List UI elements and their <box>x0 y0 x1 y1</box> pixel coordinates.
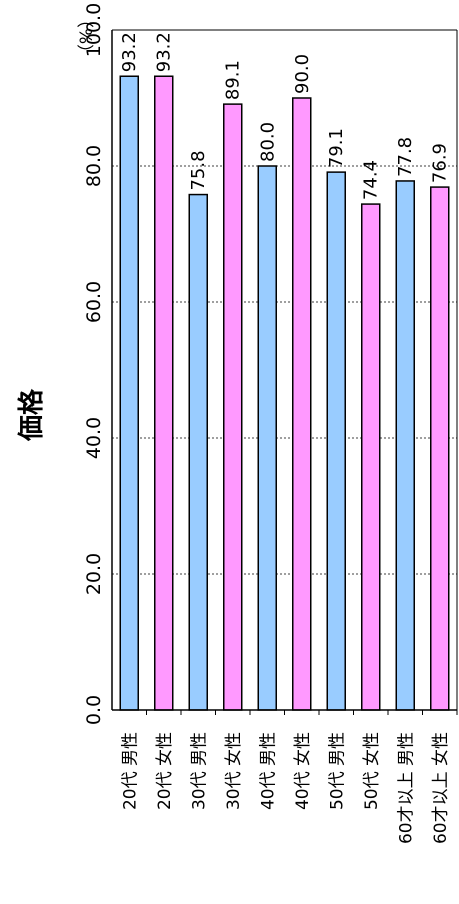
y-tick-label: 60.0 <box>83 281 105 323</box>
value-label: 90.0 <box>292 54 313 94</box>
y-tick-label: 100.0 <box>83 3 105 57</box>
bar <box>188 193 208 711</box>
value-label: 79.1 <box>326 128 347 168</box>
y-tick-labels: 0.0 20.0 40.0 60.0 80.0 100.0 <box>83 3 105 725</box>
value-label: 77.8 <box>395 137 416 177</box>
value-label: 75.8 <box>188 150 209 190</box>
bar <box>223 103 243 711</box>
bar <box>430 186 450 711</box>
value-label: 93.2 <box>119 32 140 72</box>
bar <box>361 203 381 711</box>
bar <box>257 165 277 711</box>
category-label: 50代 女性 <box>362 732 382 810</box>
y-tick-label: 0.0 <box>83 695 105 725</box>
value-label: 74.4 <box>361 160 382 200</box>
category-label: 50代 男性 <box>327 732 347 810</box>
bar <box>292 97 312 711</box>
category-label: 40代 男性 <box>258 732 278 810</box>
y-tick-label: 40.0 <box>83 417 105 459</box>
value-label: 89.1 <box>223 60 244 100</box>
category-label: 30代 男性 <box>189 732 209 810</box>
category-label: 60才以上 女性 <box>431 732 451 844</box>
y-tick-label: 80.0 <box>83 145 105 187</box>
category-label: 60才以上 男性 <box>396 732 416 844</box>
bar <box>119 75 139 711</box>
category-labels: 20代 男性 20代 女性 30代 男性 30代 女性 40代 男性 40代 女性 50代 … <box>120 732 451 844</box>
value-label: 93.2 <box>154 32 175 72</box>
bar <box>326 171 346 711</box>
category-label: 40代 女性 <box>293 732 313 810</box>
axes <box>111 30 458 711</box>
value-label: 76.9 <box>430 143 451 183</box>
bars <box>119 75 458 715</box>
value-labels: 93.2 93.2 75.8 89.1 80.0 90.0 79.1 74.4 77.8 76.9 <box>119 32 451 200</box>
category-label: 20代 男性 <box>120 732 140 810</box>
value-label: 80.0 <box>257 122 278 162</box>
unit-label: （%） <box>77 11 97 61</box>
category-label: 30代 女性 <box>224 732 244 810</box>
bar <box>154 75 174 711</box>
y-axis-title: 価格 <box>16 388 47 442</box>
y-tick-label: 20.0 <box>83 553 105 595</box>
bar <box>395 180 415 711</box>
category-label: 20代 女性 <box>155 732 175 810</box>
